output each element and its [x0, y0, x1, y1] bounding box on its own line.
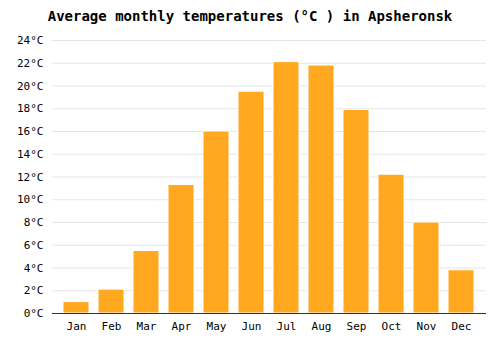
svg-text:14°C: 14°C: [17, 148, 44, 161]
svg-text:6°C: 6°C: [24, 239, 44, 252]
html-text:Average monthly temperatures (: Average monthly temperatures (°C ) in Ap…: [47, 8, 453, 24]
svg-text:Aug: Aug: [312, 320, 332, 333]
svg-text:Jul: Jul: [277, 320, 297, 333]
svg-text:22°C: 22°C: [17, 57, 44, 70]
svg-text:May: May: [207, 320, 227, 333]
svg-text:24°C: 24°C: [17, 34, 44, 47]
svg-text:12°C: 12°C: [17, 171, 44, 184]
svg-text:Mar: Mar: [137, 320, 157, 333]
svg-text:16°C: 16°C: [17, 125, 44, 138]
svg-text:Apr: Apr: [172, 320, 192, 333]
svg-text:Oct: Oct: [382, 320, 402, 333]
svg-text:2°C: 2°C: [24, 284, 44, 297]
svg-text:Jan: Jan: [67, 320, 87, 333]
svg-text:4°C: 4°C: [24, 262, 44, 275]
svg-text:0°C: 0°C: [24, 307, 44, 320]
svg-text:10°C: 10°C: [17, 193, 44, 206]
svg-text:Dec: Dec: [452, 320, 472, 333]
svg-text:Feb: Feb: [102, 320, 122, 333]
svg-text:20°C: 20°C: [17, 80, 44, 93]
svg-text:18°C: 18°C: [17, 102, 44, 115]
svg-text:Nov: Nov: [417, 320, 437, 333]
svg-text:Jun: Jun: [242, 320, 262, 333]
svg-text:Sep: Sep: [347, 320, 367, 333]
svg-text:8°C: 8°C: [24, 216, 44, 229]
